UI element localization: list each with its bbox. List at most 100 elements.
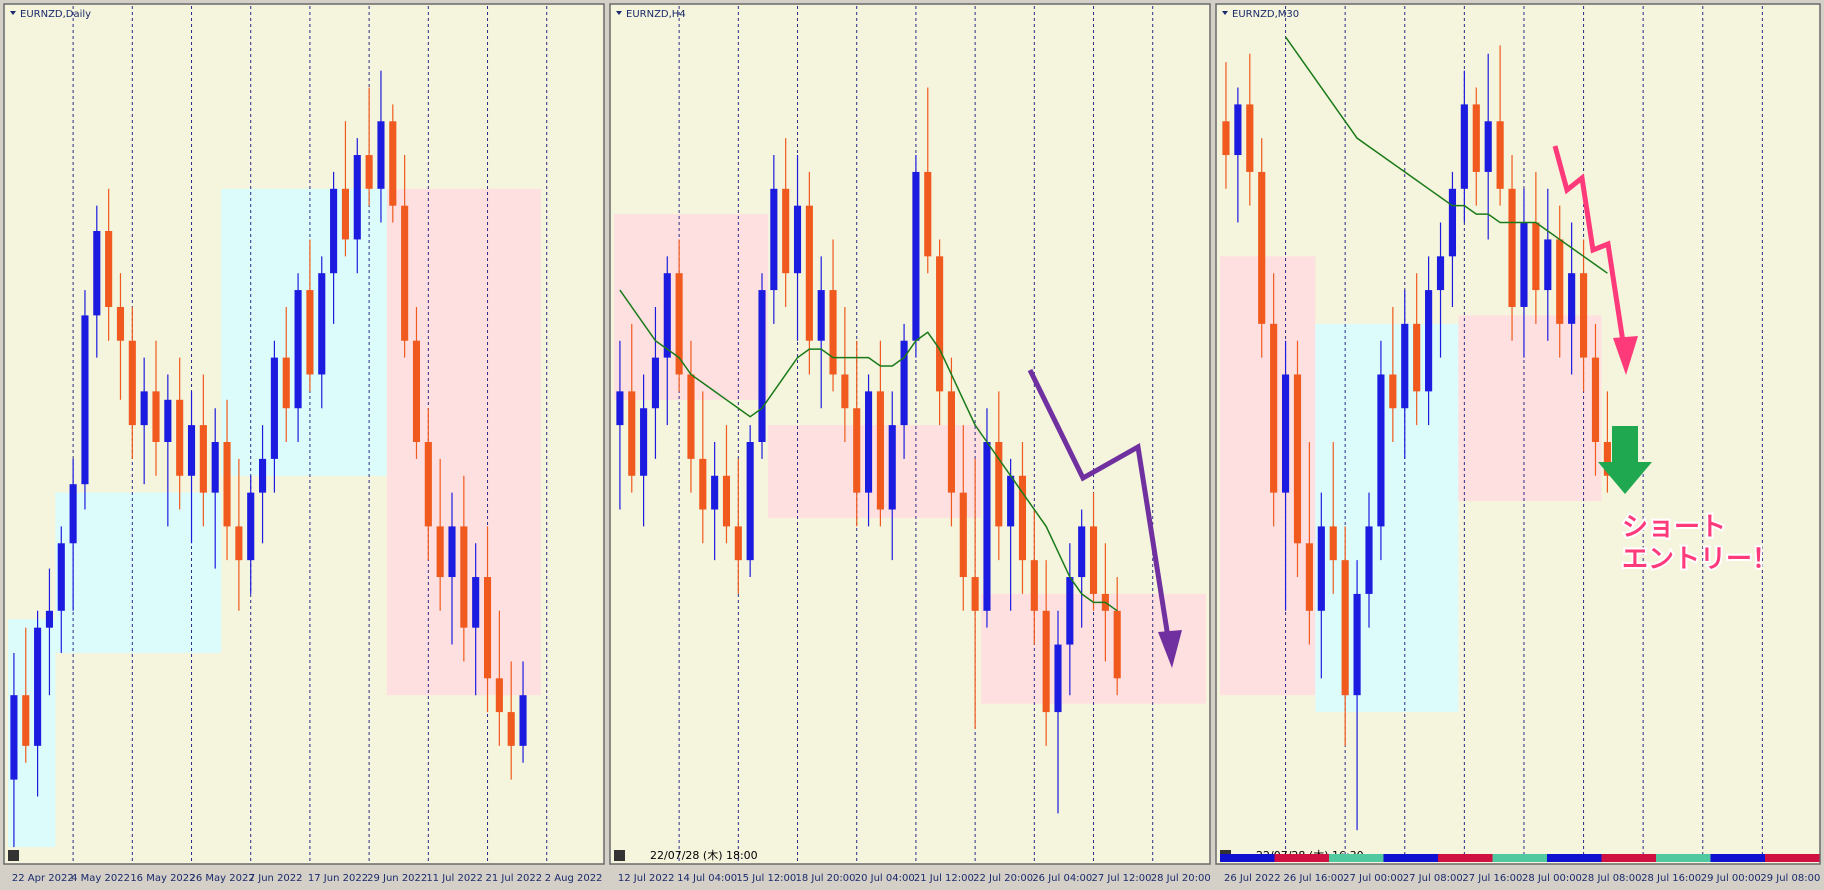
candle-body bbox=[628, 391, 636, 476]
candle-body bbox=[1496, 121, 1504, 189]
candle-body bbox=[448, 526, 456, 578]
candle-body bbox=[1042, 610, 1050, 713]
candle-body bbox=[495, 678, 503, 713]
annotation-text: エントリー！ bbox=[1622, 545, 1778, 575]
price-zone bbox=[221, 188, 387, 476]
candle-body bbox=[282, 357, 290, 409]
candle-body bbox=[460, 526, 468, 628]
candle-body bbox=[817, 290, 825, 341]
candle-body bbox=[223, 442, 231, 527]
candle-body bbox=[1270, 323, 1278, 493]
candle-body bbox=[318, 273, 326, 375]
candle-body bbox=[1591, 357, 1600, 442]
x-tick-label: 4 May 2022 bbox=[71, 873, 130, 884]
session-bar bbox=[1274, 854, 1329, 862]
candle-body bbox=[1472, 104, 1480, 172]
x-tick-label: 22 Apr 2022 bbox=[12, 873, 74, 884]
candle-body bbox=[22, 695, 30, 746]
candle-body bbox=[900, 340, 908, 426]
candle-body bbox=[152, 391, 160, 442]
candle-body bbox=[116, 306, 125, 341]
candle-body bbox=[616, 391, 624, 426]
moving-average bbox=[1284, 36, 1608, 274]
candle-body bbox=[722, 475, 731, 527]
candle-body bbox=[176, 399, 184, 476]
candle-body bbox=[1089, 526, 1098, 594]
x-tick-label: 28 Jul 00:00 bbox=[1522, 873, 1582, 884]
candle-body bbox=[294, 290, 302, 409]
candle-body bbox=[1484, 121, 1492, 172]
candle-body bbox=[959, 492, 967, 578]
x-tick-label: 26 Jul 16:00 bbox=[1284, 873, 1344, 884]
x-tick-label: 27 Jul 12:00 bbox=[1092, 873, 1152, 884]
x-tick-label: 16 May 2022 bbox=[130, 873, 195, 884]
candle-body bbox=[1007, 475, 1015, 527]
candle-body bbox=[1448, 188, 1457, 257]
x-tick-label: 29 Jul 08:00 bbox=[1760, 873, 1820, 884]
trend-arrow bbox=[1552, 145, 1628, 356]
candle-body bbox=[128, 340, 136, 426]
candle-body bbox=[187, 425, 196, 476]
candle-body bbox=[365, 155, 373, 189]
x-tick-label: 21 Jul 2022 bbox=[486, 873, 543, 884]
candle-body bbox=[912, 171, 920, 341]
x-tick-label: 28 Jul 20:00 bbox=[1151, 873, 1211, 884]
session-bar bbox=[1492, 854, 1547, 862]
candle-body bbox=[924, 171, 932, 257]
candle-body bbox=[793, 205, 802, 274]
candle-body bbox=[1329, 526, 1337, 561]
timestamp: 22/07/28 (木) 18:00 bbox=[650, 849, 758, 862]
x-tick-label: 26 Jul 04:00 bbox=[1032, 873, 1092, 884]
candle-body bbox=[330, 188, 338, 274]
candle-body bbox=[947, 391, 955, 493]
candle-body bbox=[1281, 374, 1290, 493]
x-tick-label: 2 Aug 2022 bbox=[545, 873, 603, 884]
x-tick-label: 11 Jul 2022 bbox=[426, 873, 483, 884]
candle-body bbox=[1579, 273, 1588, 358]
candle-body bbox=[306, 290, 314, 375]
x-tick-label: 27 Jul 08:00 bbox=[1403, 873, 1463, 884]
candle-body bbox=[805, 205, 813, 341]
candle-body bbox=[1113, 610, 1121, 679]
x-tick-label: 27 Jul 00:00 bbox=[1343, 873, 1403, 884]
x-tick-label: 29 Jun 2022 bbox=[367, 873, 427, 884]
candle-body bbox=[888, 425, 896, 510]
candle-body bbox=[519, 695, 527, 746]
x-tick-label: 17 Jun 2022 bbox=[308, 873, 368, 884]
candle-body bbox=[1078, 526, 1086, 578]
session-bar bbox=[1383, 854, 1438, 862]
candle-body bbox=[389, 121, 397, 206]
candle-body bbox=[1365, 526, 1373, 594]
candle-body bbox=[507, 712, 515, 746]
scroll-icon bbox=[8, 850, 19, 861]
candle-body bbox=[270, 357, 278, 459]
session-bar bbox=[1656, 854, 1711, 862]
candle-body bbox=[1054, 644, 1062, 713]
arrow-head bbox=[1158, 630, 1182, 668]
candle-body bbox=[983, 442, 991, 611]
x-tick-label: 26 May 2022 bbox=[190, 873, 255, 884]
candle-body bbox=[865, 391, 873, 493]
candle-body bbox=[770, 188, 778, 291]
candle-body bbox=[1508, 188, 1516, 307]
candle-body bbox=[140, 391, 148, 426]
chart-panel: 12 Jul 2022 14 Jul 04:00 15 Jul 12:00 18 Ju… bbox=[609, 3, 1211, 884]
entry-arrow bbox=[1598, 426, 1652, 494]
candle-body bbox=[341, 188, 349, 240]
candle-body bbox=[663, 273, 671, 358]
chart-title: EURNZD,Daily bbox=[20, 9, 91, 20]
x-tick-label: 28 Jul 08:00 bbox=[1582, 873, 1642, 884]
session-bar bbox=[1329, 854, 1384, 862]
candle-body bbox=[1246, 104, 1254, 172]
session-bar bbox=[1765, 854, 1820, 862]
candle-body bbox=[734, 526, 742, 561]
session-bar bbox=[1220, 854, 1275, 862]
candle-body bbox=[211, 442, 219, 493]
candle-body bbox=[483, 577, 492, 679]
candle-body bbox=[687, 374, 695, 459]
candle-body bbox=[412, 340, 421, 442]
moving-average bbox=[619, 289, 1118, 612]
candle-body bbox=[105, 231, 113, 307]
candle-body bbox=[81, 315, 89, 485]
candle-body bbox=[1293, 374, 1302, 544]
